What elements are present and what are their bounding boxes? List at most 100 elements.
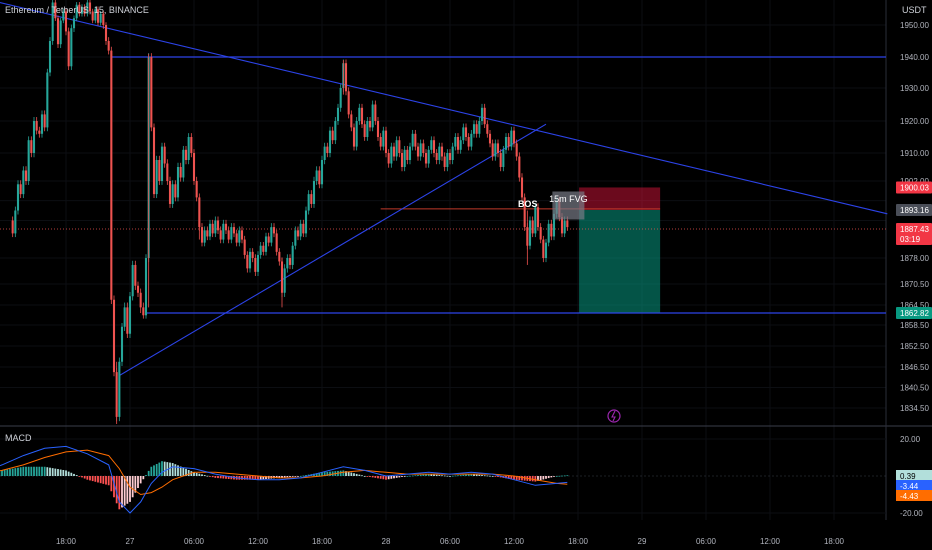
macd-histogram-bar (414, 475, 417, 477)
candle (75, 4, 78, 19)
candle (310, 194, 313, 204)
macd-histogram-bar (185, 468, 187, 476)
macd-histogram-bar (294, 476, 297, 477)
candle (168, 181, 172, 204)
macd-histogram-bar (390, 476, 393, 479)
macd-histogram-bar (467, 474, 470, 476)
macd-line (0, 445, 568, 514)
macd-histogram-bar (478, 474, 481, 476)
macd-histogram-bar (57, 469, 59, 476)
macd-histogram-bar (547, 476, 550, 479)
macd-histogram-bar (158, 462, 161, 476)
candle (435, 153, 438, 160)
macd-histogram-bar (515, 476, 518, 480)
macd-histogram-bar (3, 469, 6, 476)
candle (350, 114, 353, 128)
macd-histogram-bar (81, 476, 83, 478)
candle (515, 143, 518, 157)
macd-histogram-bar (539, 476, 542, 481)
macd-histogram-bar (249, 476, 251, 480)
candle (312, 181, 316, 204)
candle (80, 7, 84, 14)
macd-histogram-bar (113, 476, 115, 498)
macd-histogram-bar (75, 475, 78, 476)
position-zones[interactable] (579, 187, 661, 313)
macd-histogram-bar (17, 467, 19, 476)
candle (155, 160, 158, 195)
macd-histogram-bar (542, 476, 545, 480)
macd-histogram-bar (174, 464, 177, 476)
macd-histogram-bar (489, 475, 491, 477)
candle (203, 230, 206, 243)
candle (286, 258, 289, 269)
macd-histogram-bar (377, 476, 379, 479)
candle (358, 107, 361, 121)
price-tick-label: 1940.00 (900, 53, 929, 62)
candle (419, 143, 422, 157)
macd-histogram-bar (406, 476, 409, 477)
macd-histogram-bar (369, 476, 371, 477)
candle (331, 130, 334, 141)
macd-histogram-bar (214, 476, 217, 478)
candle (78, 4, 81, 14)
candle (360, 107, 364, 125)
macd-histogram-bar (203, 475, 206, 476)
macd-histogram-bar (89, 476, 91, 481)
macd-histogram-bar (403, 476, 406, 477)
drawing-lines[interactable] (0, 0, 888, 377)
macd-value-label: -3.44 (900, 482, 919, 491)
macd-pane (0, 438, 886, 514)
candle (195, 181, 198, 198)
annotations: BOS 15m FVG (518, 191, 588, 220)
macd-value-tag (896, 490, 932, 501)
alert-icon[interactable] (607, 409, 621, 423)
candle (339, 88, 342, 108)
candle (382, 130, 385, 147)
time-tick-label: 06:00 (440, 537, 461, 546)
macd-histogram-bar (225, 476, 227, 479)
macd-histogram-bar (102, 476, 105, 484)
macd-histogram-bar (443, 475, 446, 477)
candle (518, 156, 521, 178)
candle (430, 140, 433, 150)
candle (224, 223, 228, 231)
macd-histogram-bar (395, 476, 398, 478)
macd-histogram-bar (30, 466, 33, 476)
candle (363, 124, 366, 137)
candle (64, 11, 68, 32)
candle (542, 239, 545, 258)
candle (67, 31, 70, 67)
macd-histogram-bar (363, 476, 366, 477)
candle (70, 28, 73, 67)
price-tag-label: 1862.82 (900, 309, 929, 318)
price-tick-label: 1864.50 (900, 301, 929, 310)
macd-histogram-bar (345, 471, 347, 476)
candle (502, 149, 505, 167)
price-axis[interactable]: 1950.001940.001930.001920.001910.001902.… (896, 21, 932, 518)
time-axis[interactable]: 18:00 27 06:00 12:00 18:00 28 06:00 12:00 18:00 2… (56, 537, 845, 546)
macd-histogram-bar (518, 476, 521, 481)
candle (16, 184, 20, 211)
fvg-box (552, 191, 585, 220)
candle (544, 242, 548, 258)
candle (536, 207, 540, 228)
candle (46, 72, 49, 128)
macd-histogram-bar (105, 476, 107, 485)
candle (448, 153, 452, 160)
price-tag (896, 307, 932, 319)
macd-histogram-bar (449, 476, 451, 477)
candle (478, 121, 481, 134)
price-tick-label: 1846.50 (900, 363, 929, 372)
macd-histogram-bar (259, 476, 262, 480)
time-tick-label: 29 (638, 537, 647, 546)
candle (355, 121, 358, 147)
candle (24, 170, 28, 181)
lightning-icon (607, 409, 621, 423)
candle (454, 137, 457, 147)
macd-tick-label: -20.00 (900, 509, 923, 518)
candle (403, 149, 406, 167)
macd-histogram-bar (179, 466, 182, 476)
candle (214, 220, 217, 234)
macd-histogram-bar (427, 474, 430, 476)
